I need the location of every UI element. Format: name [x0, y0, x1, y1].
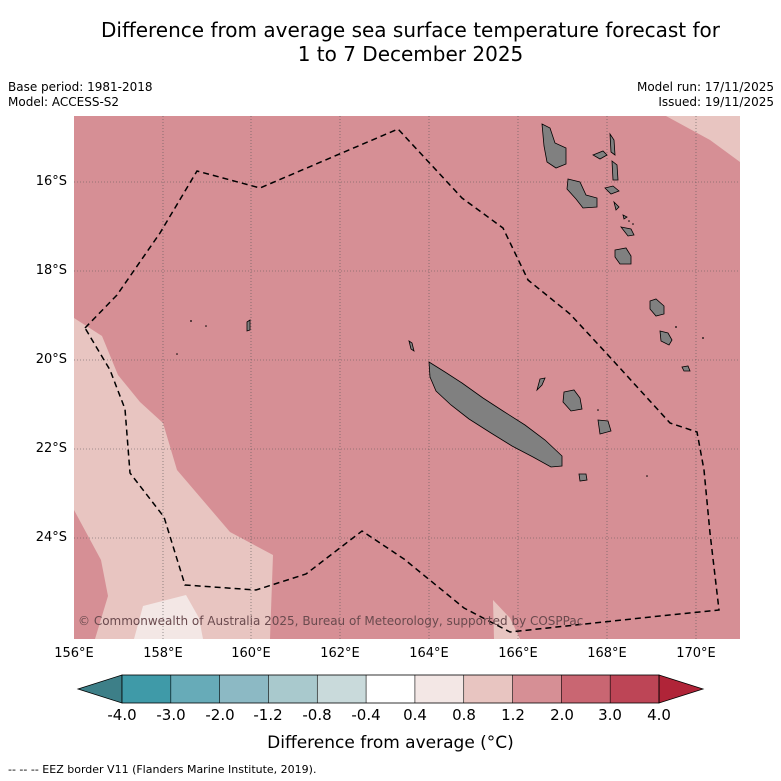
colorbar-cell [317, 675, 367, 703]
colorbar-cell [512, 675, 562, 703]
base-period-text: Base period: 1981-2018 [8, 80, 153, 94]
copyright-notice: © Commonwealth of Australia 2025, Bureau… [78, 614, 584, 628]
maewo [609, 132, 616, 156]
colorbar-cell [366, 675, 416, 703]
colorbar-cell [268, 675, 318, 703]
lon-label-162e: 162°E [320, 646, 360, 661]
sst-map [74, 116, 740, 639]
isle-of-pines [578, 473, 588, 482]
colorbar-outline [121, 674, 660, 704]
colorbar-cell [122, 675, 172, 703]
futuna-islet [681, 365, 691, 372]
colorbar-label: -1.2 [253, 706, 283, 724]
model-run-text: Model run: 17/11/2025 [636, 80, 774, 94]
lon-label-168e: 168°E [587, 646, 627, 661]
colorbar-label: -4.0 [107, 706, 137, 724]
eez-border [84, 128, 720, 633]
anomaly-region-0p4-0p8 [134, 595, 203, 639]
lon-label-160e: 160°E [231, 646, 271, 661]
colorbar-cell [219, 675, 269, 703]
colorbar-label: 4.0 [647, 706, 671, 724]
colorbar-label: 2.0 [550, 706, 574, 724]
lat-label-20s: 20°S [35, 352, 67, 367]
aneityum [659, 330, 673, 346]
graticule [74, 116, 740, 639]
title-line-1: Difference from average sea surface temp… [100, 18, 720, 42]
anomaly-region-0p8-1p2-west [74, 318, 273, 639]
lat-label-24s: 24°S [35, 530, 67, 545]
colorbar-cell [463, 675, 513, 703]
belep-islands [408, 340, 415, 352]
lon-label-166e: 166°E [498, 646, 538, 661]
meta-right: Model run: 17/11/2025 Issued: 19/11/2025 [637, 80, 774, 110]
eez-legend-note: -- -- -- EEZ border V11 (Flanders Marine… [8, 763, 317, 776]
anomaly-region-0p8-1p2-northeast [666, 116, 740, 162]
colorbar-label: -0.4 [351, 706, 381, 724]
lat-label-18s: 18°S [35, 263, 67, 278]
colorbar-cell [170, 675, 220, 703]
erromango [614, 247, 632, 265]
colorbar-label: 0.4 [403, 706, 427, 724]
colorbar-label: 3.0 [598, 706, 622, 724]
chesterfield-island [246, 319, 251, 332]
tanna [649, 298, 665, 317]
colorbar-label: -3.0 [156, 706, 186, 724]
land [246, 123, 691, 482]
colorbar-label: -0.8 [302, 706, 332, 724]
small-islets [176, 220, 704, 477]
title-line-2: 1 to 7 December 2025 [297, 42, 524, 66]
malakula [566, 178, 598, 209]
colorbar-extend-low [76, 674, 123, 704]
ouvea [536, 377, 546, 392]
epi [613, 200, 620, 211]
model-text: Model: ACCESS-S2 [8, 95, 120, 109]
colorbar [76, 674, 705, 704]
pentecost [611, 160, 619, 181]
colorbar-cell [414, 675, 465, 703]
colorbar-label: 0.8 [452, 706, 476, 724]
ambrym [604, 185, 620, 195]
colorbar-cells [122, 675, 660, 703]
shepherd-islands [622, 214, 628, 220]
colorbar-extend-high [658, 674, 705, 704]
colorbar-title: Difference from average (°C) [267, 733, 514, 753]
anomaly-region-0p8-1p2-south [493, 600, 520, 639]
map-title: Difference from average sea surface temp… [0, 18, 781, 66]
meta-left: Base period: 1981-2018 Model: ACCESS-S2 [8, 80, 153, 110]
lat-label-22s: 22°S [35, 441, 67, 456]
lat-label-16s: 16°S [35, 174, 67, 189]
issued-text: Issued: 19/11/2025 [658, 95, 774, 109]
lifou [562, 389, 583, 412]
colorbar-cell [610, 675, 660, 703]
ambae [592, 150, 608, 160]
lon-label-156e: 156°E [54, 646, 94, 661]
efate [620, 226, 635, 237]
espiritu-santo [541, 123, 567, 169]
colorbar-cell [561, 675, 611, 703]
colorbar-label: -2.0 [205, 706, 235, 724]
colorbar-label: 1.2 [501, 706, 525, 724]
lon-label-158e: 158°E [143, 646, 183, 661]
lon-label-170e: 170°E [676, 646, 716, 661]
lon-label-164e: 164°E [409, 646, 449, 661]
mare [597, 419, 612, 435]
new-caledonia-grande-terre [428, 361, 563, 468]
